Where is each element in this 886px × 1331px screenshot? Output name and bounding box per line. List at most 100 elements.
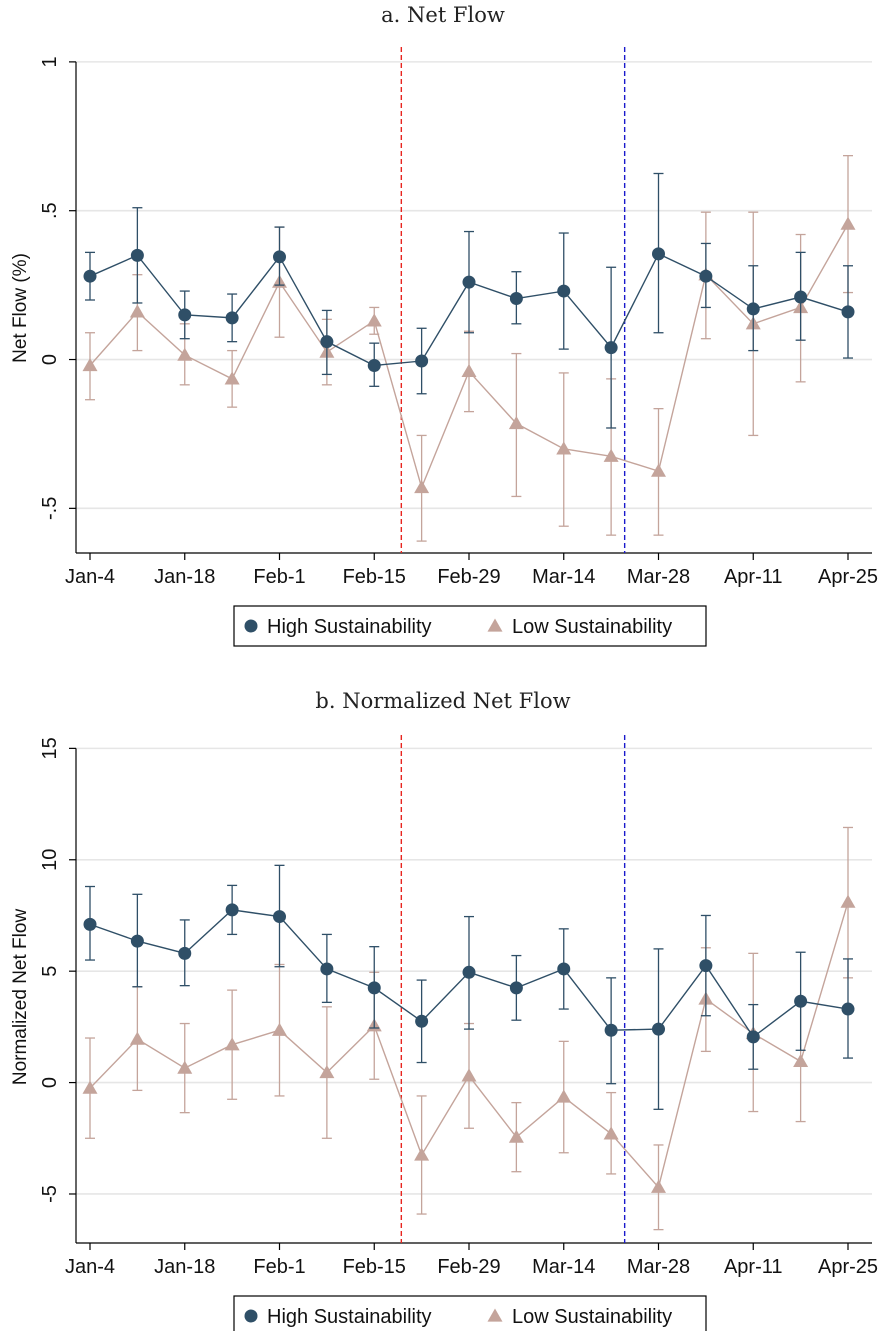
x-tick-label: Jan-4 xyxy=(65,1256,115,1278)
legend-box xyxy=(233,605,707,647)
data-point xyxy=(461,1068,477,1082)
legend-label-low: Low Sustainability xyxy=(512,616,672,638)
data-point xyxy=(840,894,856,908)
data-point xyxy=(462,965,476,979)
data-point xyxy=(367,358,381,372)
chart-panel: a. Net Flow 1 .5 0 -.5 Net Flow (%) Jan-4 Jan-1… xyxy=(10,3,878,647)
legend-marker-high xyxy=(244,619,258,633)
x-tick-label: Feb-29 xyxy=(437,566,500,588)
data-point xyxy=(367,981,381,995)
data-point xyxy=(414,1147,430,1161)
data-point xyxy=(746,302,760,316)
data-point xyxy=(508,1129,524,1143)
data-point xyxy=(509,292,523,306)
x-tick-label: Jan-4 xyxy=(65,566,115,588)
data-point xyxy=(556,1089,572,1103)
data-point xyxy=(699,959,713,973)
legend-label-high: High Sustainability xyxy=(267,616,432,638)
x-tick-label: Mar-28 xyxy=(627,1256,690,1278)
legend: High Sustainability Low Sustainability xyxy=(233,1295,707,1331)
data-point xyxy=(82,357,98,372)
y-axis-title: Normalized Net Flow xyxy=(10,909,31,1086)
data-point xyxy=(556,441,572,455)
y-tick-label: 5 xyxy=(39,966,61,977)
data-point xyxy=(604,1023,618,1037)
data-point xyxy=(793,1053,809,1068)
data-point xyxy=(177,347,193,361)
data-point xyxy=(224,1037,240,1051)
data-point xyxy=(415,1014,429,1028)
data-point xyxy=(319,1065,335,1079)
data-point xyxy=(508,416,524,430)
data-point xyxy=(320,962,334,976)
y-tick-label: .5 xyxy=(39,202,61,219)
data-point xyxy=(82,1080,98,1094)
data-point xyxy=(746,1030,760,1044)
x-tick-label: Mar-14 xyxy=(532,1256,595,1278)
series-high xyxy=(83,172,855,429)
chart-title: a. Net Flow xyxy=(381,3,505,27)
x-tick-label: Feb-29 xyxy=(437,1256,500,1278)
data-point xyxy=(794,290,808,304)
data-point xyxy=(462,275,476,289)
data-point xyxy=(415,354,429,368)
y-tick-label: 0 xyxy=(39,354,61,365)
series-high xyxy=(83,864,855,1110)
y-axis-title: Net Flow (%) xyxy=(10,253,31,363)
data-point xyxy=(557,284,571,298)
legend: High Sustainability Low Sustainability xyxy=(233,605,707,647)
legend-box xyxy=(233,1295,707,1331)
data-point xyxy=(604,341,618,355)
data-point xyxy=(83,269,97,283)
data-point xyxy=(841,1002,855,1016)
data-point xyxy=(178,308,192,322)
data-point xyxy=(461,363,477,378)
data-point xyxy=(83,917,97,931)
data-point xyxy=(225,311,239,325)
data-point xyxy=(603,448,619,462)
legend-label-high: High Sustainability xyxy=(267,1306,432,1328)
data-point xyxy=(272,1022,287,1036)
legend-marker-low xyxy=(487,1308,503,1322)
data-point xyxy=(366,313,382,327)
x-tick-label: Feb-1 xyxy=(253,1256,305,1278)
y-tick-label: -.5 xyxy=(39,497,61,520)
y-tick-label: 10 xyxy=(39,849,61,871)
data-point xyxy=(177,1060,193,1074)
legend-label-low: Low Sustainability xyxy=(512,1306,672,1328)
data-point xyxy=(129,1031,145,1045)
data-point xyxy=(273,910,286,924)
chart-panel: b. Normalized Net Flow 15 10 5 0 -5 Normalized… xyxy=(10,689,878,1331)
data-point xyxy=(840,216,856,230)
x-tick-label: Apr-25 xyxy=(818,1256,878,1278)
data-point xyxy=(651,463,666,477)
data-point xyxy=(841,305,855,319)
data-point xyxy=(651,1179,666,1193)
x-tick-label: Feb-1 xyxy=(253,566,305,588)
data-point xyxy=(652,247,665,261)
x-tick-label: Apr-11 xyxy=(724,566,783,588)
data-point xyxy=(225,903,239,917)
data-point xyxy=(509,981,523,995)
chart-title: b. Normalized Net Flow xyxy=(315,689,570,713)
y-tick-label: 1 xyxy=(39,56,61,67)
x-tick-label: Feb-15 xyxy=(343,566,406,588)
data-point xyxy=(129,304,145,318)
x-tick-label: Jan-18 xyxy=(154,1256,215,1278)
x-tick-label: Jan-18 xyxy=(154,566,215,588)
x-tick-label: Mar-14 xyxy=(532,566,595,588)
x-tick-label: Feb-15 xyxy=(343,1256,406,1278)
data-point xyxy=(652,1022,665,1036)
y-tick-label: 0 xyxy=(39,1077,61,1088)
data-point xyxy=(178,946,192,960)
series-low xyxy=(82,154,856,542)
legend-marker-low xyxy=(487,618,503,632)
data-point xyxy=(273,250,286,264)
data-point xyxy=(414,480,430,494)
data-point xyxy=(130,934,144,948)
data-point xyxy=(794,994,808,1008)
legend-marker-high xyxy=(244,1309,258,1323)
x-tick-label: Mar-28 xyxy=(627,566,690,588)
data-point xyxy=(557,962,571,976)
